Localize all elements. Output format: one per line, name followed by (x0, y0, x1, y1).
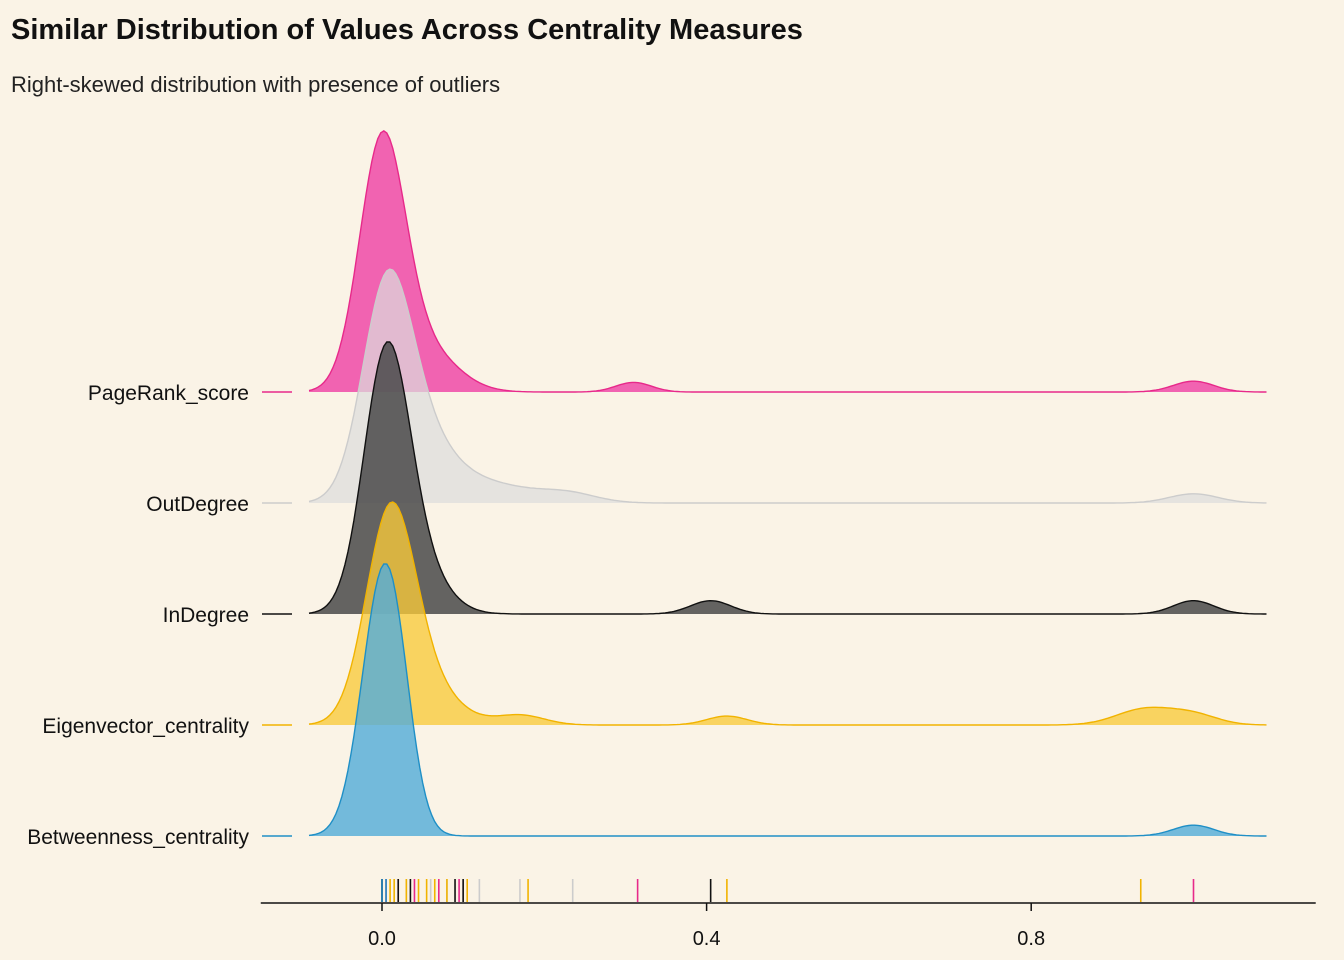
x-tick-label: 0.4 (693, 928, 721, 950)
ridge-Betweenness_centrality (262, 563, 1267, 837)
ridges-layer (262, 130, 1267, 837)
y-label-OutDegree: OutDegree (146, 493, 249, 516)
ridge-outline (308, 130, 1267, 393)
ridge-outline (308, 563, 1267, 837)
chart-subtitle: Right-skewed distribution with presence … (11, 72, 501, 97)
ridge-area (309, 130, 1267, 392)
rug-layer (381, 879, 1195, 902)
ridge-area (309, 564, 1267, 836)
y-axis-labels: PageRank_score OutDegree InDegree Eigenvect… (27, 382, 249, 849)
y-label-InDegree: InDegree (163, 604, 249, 627)
ridge-outline (308, 268, 1267, 504)
y-label-Eigenvector_centrality: Eigenvector_centrality (42, 715, 249, 738)
ridge-outline (308, 341, 1267, 615)
x-axis: 0.0 0.4 0.8 (260, 902, 1316, 950)
x-tick-label: 0.0 (368, 928, 396, 950)
ridge-outline (308, 501, 1267, 726)
x-tick-label: 0.8 (1017, 928, 1045, 950)
y-label-Betweenness_centrality: Betweenness_centrality (27, 826, 249, 849)
chart-title: Similar Distribution of Values Across Ce… (11, 14, 803, 46)
y-label-PageRank_score: PageRank_score (88, 382, 249, 405)
